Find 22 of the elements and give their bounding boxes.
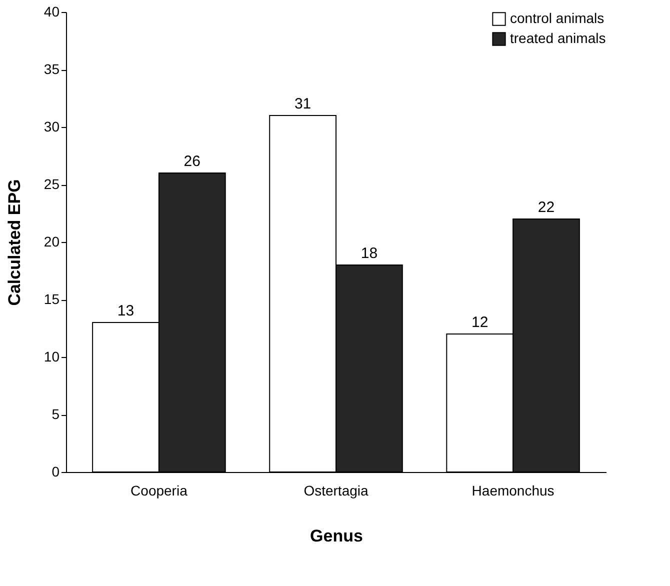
- y-tick-label: 25: [44, 176, 60, 192]
- x-tick-label: Ostertagia: [304, 482, 369, 498]
- y-axis-title: Calculated EPG: [4, 179, 24, 306]
- x-tick-label: Haemonchus: [472, 482, 554, 498]
- legend-label: treated animals: [510, 30, 606, 46]
- data-label: 31: [294, 96, 312, 112]
- y-tick-label: 20: [44, 234, 60, 250]
- y-tick-label: 10: [44, 348, 60, 364]
- legend-label: control animals: [510, 10, 604, 26]
- y-tick-label: 35: [44, 61, 60, 77]
- x-axis-title: Genus: [310, 526, 363, 546]
- y-tick-label: 0: [52, 464, 60, 480]
- y-tick-label: 30: [44, 118, 60, 134]
- data-label: 22: [538, 199, 555, 216]
- data-label: 18: [360, 245, 378, 262]
- data-label: 26: [184, 153, 200, 170]
- y-tick-label: 5: [52, 406, 60, 422]
- y-tick-label: 15: [44, 291, 60, 307]
- data-label: 12: [472, 314, 488, 331]
- data-label: 13: [117, 302, 134, 320]
- y-tick-label: 40: [44, 4, 60, 20]
- x-tick-label: Cooperia: [130, 482, 188, 498]
